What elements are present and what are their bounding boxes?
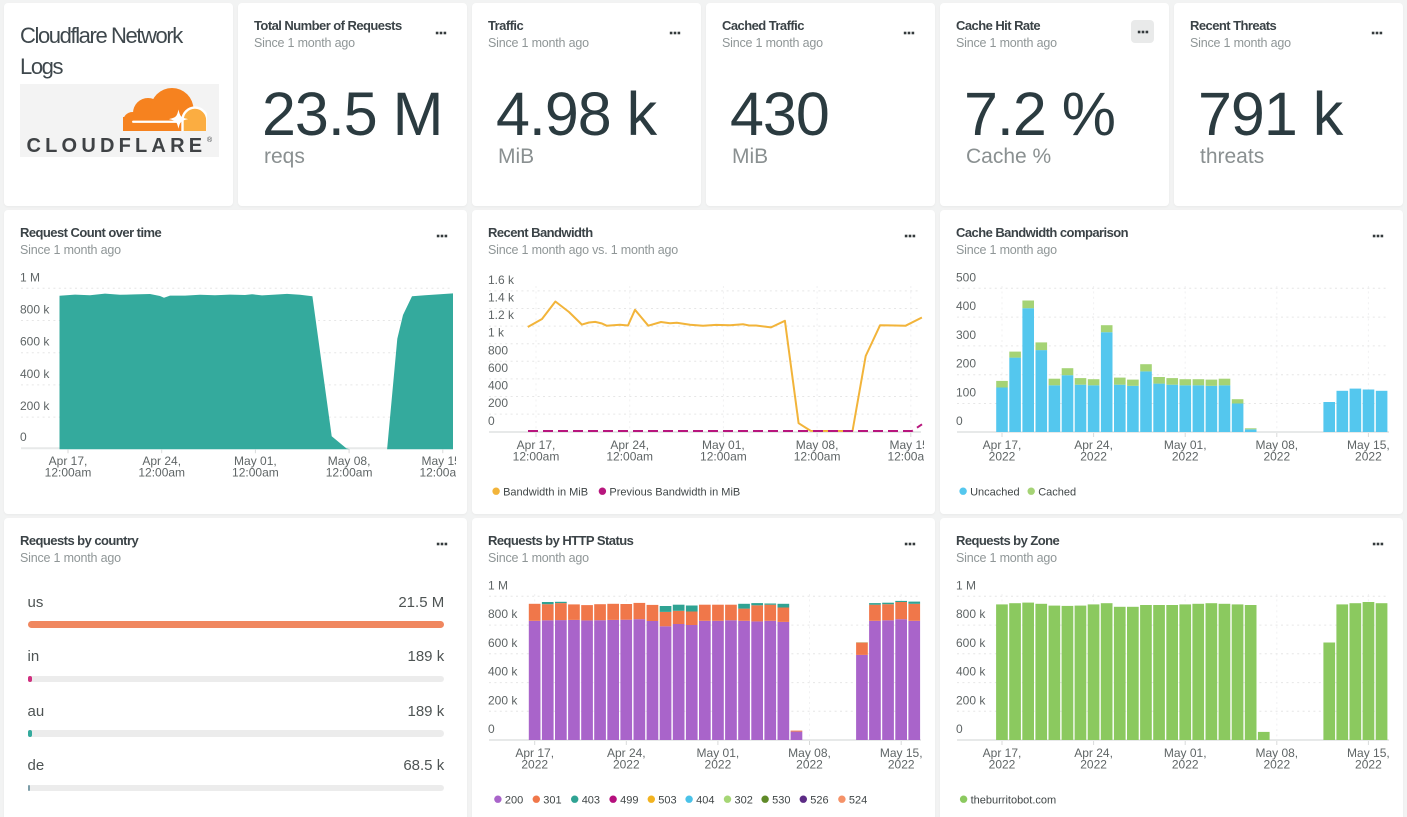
svg-text:May 15,: May 15, bbox=[421, 454, 456, 468]
svg-text:12:00am: 12:00am bbox=[700, 449, 747, 463]
svg-text:2022: 2022 bbox=[613, 757, 640, 771]
svg-text:2022: 2022 bbox=[705, 757, 732, 771]
svg-text:2022: 2022 bbox=[1263, 449, 1290, 463]
svg-text:2022: 2022 bbox=[1355, 757, 1382, 771]
svg-text:400 k: 400 k bbox=[488, 665, 518, 679]
svg-text:2022: 2022 bbox=[1263, 757, 1290, 771]
svg-text:301: 301 bbox=[543, 794, 561, 806]
svg-text:May 01,: May 01, bbox=[234, 454, 277, 468]
svg-text:May 08,: May 08, bbox=[1255, 746, 1298, 760]
svg-text:800: 800 bbox=[488, 343, 508, 357]
svg-text:400: 400 bbox=[956, 299, 976, 313]
svg-text:12:00am: 12:00am bbox=[138, 466, 185, 480]
svg-text:302: 302 bbox=[735, 794, 753, 806]
svg-text:800 k: 800 k bbox=[488, 607, 518, 621]
svg-text:May 08,: May 08, bbox=[1255, 438, 1298, 452]
svg-text:May 01,: May 01, bbox=[702, 438, 745, 452]
svg-text:12:00am: 12:00am bbox=[326, 466, 373, 480]
svg-text:0: 0 bbox=[488, 722, 495, 736]
svg-text:Previous Bandwidth in MiB: Previous Bandwidth in MiB bbox=[609, 486, 740, 498]
svg-text:526: 526 bbox=[810, 794, 828, 806]
svg-text:2022: 2022 bbox=[1355, 449, 1382, 463]
svg-text:Apr 24,: Apr 24, bbox=[610, 438, 649, 452]
svg-text:2022: 2022 bbox=[989, 449, 1016, 463]
svg-text:May 01,: May 01, bbox=[1164, 746, 1207, 760]
svg-text:May 15,: May 15, bbox=[1347, 438, 1390, 452]
svg-text:600 k: 600 k bbox=[956, 636, 986, 650]
svg-text:530: 530 bbox=[772, 794, 790, 806]
svg-text:1 k: 1 k bbox=[488, 326, 505, 340]
svg-text:0: 0 bbox=[20, 430, 27, 444]
svg-text:1 M: 1 M bbox=[956, 578, 976, 592]
svg-text:Apr 17,: Apr 17, bbox=[515, 746, 554, 760]
svg-text:Apr 17,: Apr 17, bbox=[983, 746, 1022, 760]
svg-text:600 k: 600 k bbox=[488, 636, 518, 650]
svg-text:2022: 2022 bbox=[888, 757, 915, 771]
svg-text:400 k: 400 k bbox=[20, 367, 50, 381]
svg-text:12:00am: 12:00am bbox=[606, 449, 653, 463]
svg-text:0: 0 bbox=[488, 414, 495, 428]
svg-text:2022: 2022 bbox=[1172, 757, 1199, 771]
svg-text:May 08,: May 08, bbox=[788, 746, 831, 760]
svg-text:404: 404 bbox=[696, 794, 714, 806]
svg-text:100: 100 bbox=[956, 386, 976, 400]
svg-text:Uncached: Uncached bbox=[970, 486, 1020, 498]
svg-text:Apr 24,: Apr 24, bbox=[1074, 746, 1113, 760]
svg-text:800 k: 800 k bbox=[956, 607, 986, 621]
svg-text:12:00am: 12:00am bbox=[887, 449, 924, 463]
svg-text:1.2 k: 1.2 k bbox=[488, 308, 515, 322]
svg-text:May 15,: May 15, bbox=[889, 438, 924, 452]
svg-text:2022: 2022 bbox=[1080, 757, 1107, 771]
svg-text:Apr 17,: Apr 17, bbox=[517, 438, 556, 452]
svg-text:May 01,: May 01, bbox=[697, 746, 740, 760]
svg-text:12:00am: 12:00am bbox=[794, 449, 841, 463]
svg-text:May 15,: May 15, bbox=[880, 746, 923, 760]
svg-text:May 08,: May 08, bbox=[796, 438, 839, 452]
svg-text:Apr 24,: Apr 24, bbox=[607, 746, 646, 760]
svg-text:12:00am: 12:00am bbox=[232, 466, 279, 480]
svg-text:12:00am: 12:00am bbox=[419, 466, 456, 480]
svg-text:600: 600 bbox=[488, 361, 508, 375]
svg-text:1 M: 1 M bbox=[20, 270, 40, 284]
svg-text:200 k: 200 k bbox=[488, 693, 518, 707]
svg-text:2022: 2022 bbox=[1080, 449, 1107, 463]
svg-text:0: 0 bbox=[956, 722, 963, 736]
svg-text:1 M: 1 M bbox=[488, 578, 508, 592]
svg-text:800 k: 800 k bbox=[20, 303, 50, 317]
svg-text:12:00am: 12:00am bbox=[513, 449, 560, 463]
svg-text:theburritobot.com: theburritobot.com bbox=[971, 794, 1057, 806]
svg-text:200: 200 bbox=[488, 396, 508, 410]
svg-text:May 01,: May 01, bbox=[1164, 438, 1207, 452]
svg-text:May 15,: May 15, bbox=[1347, 746, 1390, 760]
svg-text:500: 500 bbox=[956, 270, 976, 284]
svg-text:400: 400 bbox=[488, 379, 508, 393]
svg-text:200 k: 200 k bbox=[20, 399, 50, 413]
svg-text:1.6 k: 1.6 k bbox=[488, 273, 515, 287]
svg-text:2022: 2022 bbox=[796, 757, 823, 771]
svg-text:1.4 k: 1.4 k bbox=[488, 291, 515, 305]
svg-text:400 k: 400 k bbox=[956, 665, 986, 679]
svg-text:300: 300 bbox=[956, 328, 976, 342]
svg-text:200: 200 bbox=[505, 794, 523, 806]
svg-text:Cached: Cached bbox=[1038, 486, 1076, 498]
svg-text:Apr 24,: Apr 24, bbox=[142, 454, 181, 468]
svg-text:May 08,: May 08, bbox=[328, 454, 371, 468]
svg-text:2022: 2022 bbox=[989, 757, 1016, 771]
svg-text:2022: 2022 bbox=[521, 757, 548, 771]
svg-text:12:00am: 12:00am bbox=[45, 466, 92, 480]
svg-text:Apr 17,: Apr 17, bbox=[983, 438, 1022, 452]
svg-text:524: 524 bbox=[849, 794, 867, 806]
svg-text:499: 499 bbox=[620, 794, 638, 806]
svg-text:0: 0 bbox=[956, 414, 963, 428]
svg-text:403: 403 bbox=[582, 794, 600, 806]
svg-text:Bandwidth in MiB: Bandwidth in MiB bbox=[503, 486, 588, 498]
svg-text:Apr 24,: Apr 24, bbox=[1074, 438, 1113, 452]
svg-text:200 k: 200 k bbox=[956, 693, 986, 707]
svg-text:200: 200 bbox=[956, 357, 976, 371]
svg-text:503: 503 bbox=[658, 794, 676, 806]
svg-text:2022: 2022 bbox=[1172, 449, 1199, 463]
svg-text:Apr 17,: Apr 17, bbox=[49, 454, 88, 468]
svg-text:600 k: 600 k bbox=[20, 335, 50, 349]
